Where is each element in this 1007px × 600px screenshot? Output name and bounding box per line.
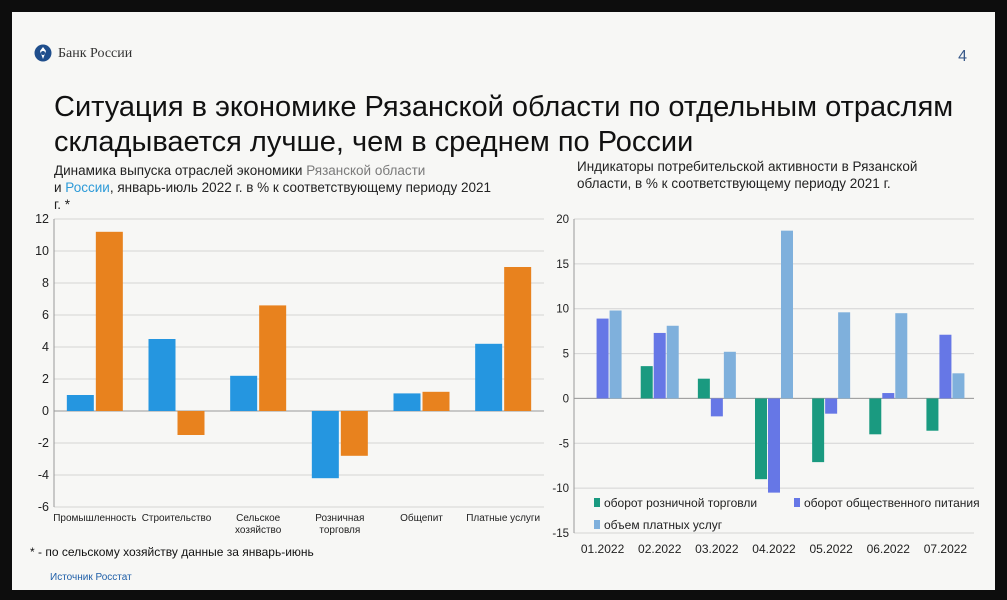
x-category-label: 04.2022 [752, 542, 796, 556]
y-tick-label: -15 [552, 528, 569, 540]
bar [475, 343, 503, 411]
y-tick-label: -5 [559, 438, 569, 450]
legend-swatch [794, 498, 800, 507]
bar [781, 230, 793, 399]
bar [825, 398, 838, 414]
bar [504, 267, 532, 411]
left-subtitle-part2: и [54, 180, 66, 195]
y-tick-label: -4 [38, 468, 49, 482]
bar [95, 231, 123, 411]
bar [895, 313, 908, 399]
y-tick-label: 6 [42, 308, 49, 322]
x-category-label: 01.2022 [581, 542, 625, 556]
y-tick-label: 4 [42, 340, 49, 354]
y-tick-label: 20 [556, 214, 569, 226]
bar [755, 398, 767, 480]
x-category-label: 03.2022 [695, 542, 739, 556]
bar [596, 318, 609, 399]
y-tick-label: 0 [42, 404, 49, 418]
legend-swatch [594, 498, 600, 507]
bar [230, 375, 258, 411]
bar [697, 378, 710, 399]
bar [640, 366, 653, 399]
bar [422, 391, 450, 411]
left-chart-subtitle: Динамика выпуска отраслей экономики Ряза… [54, 162, 494, 213]
y-tick-label: -6 [38, 500, 49, 514]
y-tick-label: 2 [42, 372, 49, 386]
legend-label: объем платных услуг [604, 518, 723, 532]
page-number: 4 [958, 48, 967, 65]
x-category-label: 07.2022 [924, 542, 968, 556]
bar [882, 393, 895, 399]
bar [666, 325, 679, 399]
y-tick-label: 10 [35, 244, 49, 258]
left-subtitle-region: Рязанской области [306, 163, 426, 178]
x-category-label: 06.2022 [867, 542, 911, 556]
y-tick-label: 5 [563, 349, 569, 361]
bar [653, 332, 666, 399]
right-chart-subtitle: Индикаторы потребительской активности в … [577, 159, 918, 191]
bar [838, 312, 851, 399]
x-category-label: торговля [319, 525, 360, 536]
y-tick-label: 10 [556, 304, 569, 316]
x-category-label: Розничная [315, 513, 364, 524]
x-category-label: хозяйство [235, 525, 282, 536]
x-category-label: Строительство [142, 513, 212, 524]
bar [869, 398, 882, 435]
y-tick-label: -10 [552, 483, 569, 495]
left-bar-chart: -6 -4 -2 0 2 4 6 8 10 12 Промышленность Строительст… [35, 212, 980, 556]
bar [393, 393, 421, 411]
y-tick-label: 8 [42, 276, 49, 290]
bar [609, 310, 622, 399]
x-category-label: Платные услуги [466, 513, 540, 524]
left-subtitle-part1: Динамика выпуска отраслей экономики [54, 163, 307, 178]
bar [939, 334, 952, 399]
y-tick-label: -2 [38, 436, 49, 450]
footnote: * - по сельскому хозяйству данные за янв… [30, 545, 314, 559]
bar [812, 398, 825, 463]
bar [768, 398, 780, 493]
bar [259, 305, 287, 411]
bar [311, 411, 339, 479]
bank-name: Банк России [58, 46, 133, 61]
x-category-label: 02.2022 [638, 542, 682, 556]
y-tick-label: 12 [35, 212, 49, 226]
source-note: Источник Росстат [50, 572, 132, 583]
x-category-label: 05.2022 [809, 542, 853, 556]
y-tick-label: 15 [556, 259, 569, 271]
x-category-label: Общепит [400, 512, 443, 524]
bar [710, 398, 723, 417]
bar [952, 373, 965, 399]
left-subtitle-russia: России [65, 180, 110, 195]
right-chart-plot: -15 -10 -5 0 5 10 15 20 01.2022 02.2022 03.2022 04.… [552, 214, 979, 556]
legend-label: оборот розничной торговли [604, 496, 757, 510]
x-category-label: Сельское [236, 513, 281, 524]
bar [177, 411, 205, 435]
bar [723, 351, 736, 399]
bank-of-russia-emblem-icon [34, 44, 52, 62]
bar [340, 411, 368, 456]
legend-label: оборот общественного питания [804, 496, 980, 510]
legend-swatch [594, 520, 600, 529]
left-subtitle-part3: , январь-июль 2022 г. в % к соответствую… [54, 180, 492, 212]
slide-title: Ситуация в экономике Рязанской области п… [54, 91, 954, 158]
bar [148, 339, 176, 411]
x-category-label: Промышленность [53, 513, 136, 524]
bar [926, 398, 939, 431]
left-chart-plot: -6 -4 -2 0 2 4 6 8 10 12 Промышленность Строительст… [35, 212, 544, 536]
y-tick-label: 0 [563, 393, 569, 405]
bar [66, 395, 94, 411]
slide: Банк России 4 Ситуация в экономике Рязан… [12, 12, 995, 590]
